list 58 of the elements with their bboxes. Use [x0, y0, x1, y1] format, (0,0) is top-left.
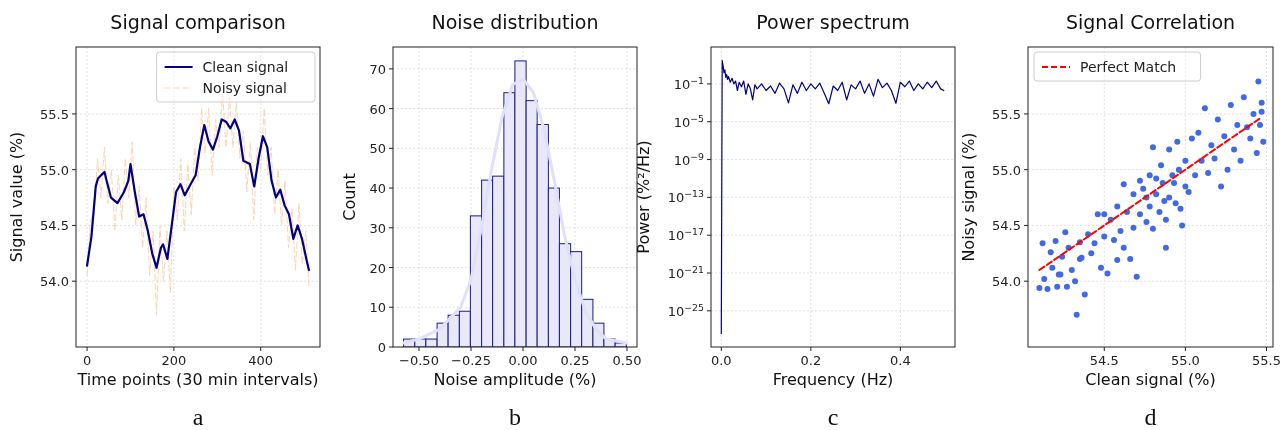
chart-title: Signal comparison	[110, 11, 286, 33]
y-tick-label: 54.5	[992, 218, 1021, 234]
x-tick-label: 0.4	[890, 353, 911, 368]
x-tick-label: 55.0	[1170, 353, 1200, 368]
x-axis-title: Noise amplitude (%)	[433, 370, 597, 389]
y-tick-label: 10$^{−13}$	[667, 187, 705, 206]
y-tick-label: 10$^{−17}$	[667, 225, 705, 244]
x-tick-label: 0	[82, 353, 92, 368]
x-tick-label: 0.2	[800, 353, 822, 368]
x-tick-label: −0.50	[399, 353, 439, 368]
y-tick-label: 10$^{−21}$	[667, 263, 705, 282]
y-tick-label: 10$^{−25}$	[667, 301, 705, 319]
line-series	[720, 59, 945, 335]
chart-title: Signal Correlation	[1065, 11, 1236, 33]
y-tick-label: 54.0	[992, 274, 1021, 290]
x-tick-label: 54.5	[1089, 353, 1119, 368]
y-tick-label: 54.5	[40, 218, 69, 234]
chart-title: Power spectrum	[756, 11, 910, 33]
y-axis-title: Count	[340, 173, 359, 221]
y-axis-title: Signal value (%)	[7, 131, 26, 263]
y-tick-label: 10$^{−5}$	[673, 112, 705, 130]
y-tick-label: 30	[369, 220, 386, 236]
y-tick-label: 0	[377, 340, 386, 355]
legend-label: Perfect Match	[1080, 59, 1177, 75]
x-axis-title: Clean signal (%)	[1085, 370, 1216, 389]
text: b	[509, 404, 521, 430]
x-tick-label: 0.50	[612, 353, 642, 368]
x-tick-label: 0.00	[508, 353, 538, 368]
y-tick-label: 60	[369, 101, 386, 117]
y-tick-label: 70	[369, 61, 386, 77]
y-tick-label: 10$^{−9}$	[673, 150, 705, 168]
y-tick-label: 55.0	[40, 162, 69, 178]
y-tick-label: 10$^{−1}$	[673, 74, 705, 92]
y-tick-label: 55.5	[40, 106, 69, 122]
x-tick-label: 0.0	[710, 353, 732, 368]
y-tick-label: 50	[369, 141, 386, 157]
y-tick-label: 54.0	[40, 274, 69, 290]
x-tick-label: 0.25	[560, 353, 590, 368]
y-tick-label: 40	[369, 181, 386, 197]
x-axis-title: Time points (30 min intervals)	[76, 370, 319, 389]
y-tick-label: 55.0	[992, 162, 1021, 178]
text: a	[192, 404, 204, 430]
legend-label: Noisy signal	[202, 80, 287, 96]
x-tick-label: 200	[161, 353, 187, 368]
chart-title: Noise distribution	[431, 11, 599, 33]
text: d	[1144, 404, 1157, 430]
y-axis-title: Power (%²/Hz)	[634, 140, 653, 254]
x-tick-label: 55.5	[1252, 353, 1281, 368]
line-series	[85, 118, 311, 272]
x-tick-label: −0.25	[451, 353, 491, 368]
y-axis-title: Noisy signal (%)	[959, 132, 978, 262]
x-tick-label: 400	[248, 353, 274, 368]
y-tick-label: 20	[369, 260, 386, 276]
y-tick-label: 55.5	[992, 106, 1021, 122]
x-axis-title: Frequency (Hz)	[772, 370, 894, 389]
y-tick-label: 10	[369, 300, 386, 316]
legend-label: Clean signal	[202, 59, 289, 75]
text: c	[827, 404, 839, 430]
